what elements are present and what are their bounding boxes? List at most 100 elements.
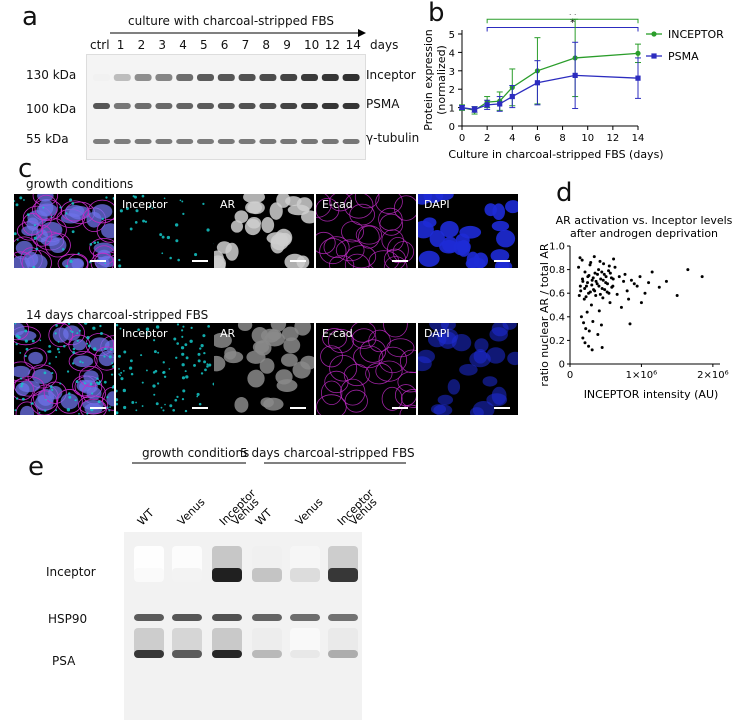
inceptor-puncta	[55, 355, 58, 358]
panel-a-band	[113, 139, 131, 144]
nucleus	[490, 249, 510, 263]
d-x-tick-label: 2×10⁶	[697, 370, 728, 381]
inceptor-puncta	[161, 252, 164, 255]
nucleus	[474, 338, 489, 353]
nucleus	[35, 394, 54, 412]
nucleus	[225, 242, 239, 261]
d-point	[619, 305, 623, 309]
d-point	[594, 279, 598, 283]
b-x-tick-label: 10	[581, 133, 594, 144]
d-point	[599, 277, 603, 281]
micrograph-image	[118, 194, 216, 268]
micrograph-image	[116, 323, 216, 415]
panel-a-arrow	[110, 29, 366, 37]
b-x-tick-label: 0	[459, 133, 465, 144]
membrane	[329, 194, 352, 212]
nucleus	[505, 200, 518, 214]
nucleus	[502, 323, 517, 330]
panel-e-row-inceptor: Inceptor	[46, 565, 96, 579]
micrograph-inceptor: Inceptor	[116, 323, 216, 415]
inceptor-puncta	[181, 363, 185, 367]
inceptor-puncta	[20, 384, 23, 388]
panel-c-letter: c	[18, 154, 33, 184]
inceptor-puncta	[134, 221, 138, 224]
micrograph-channel-label: E-cad	[322, 327, 353, 340]
inceptor-puncta	[109, 406, 111, 408]
d-y-tick-label: 0.4	[549, 312, 565, 323]
inceptor-puncta	[112, 365, 114, 368]
d-point	[580, 258, 584, 262]
inceptor-puncta	[50, 216, 53, 218]
inceptor-puncta	[66, 408, 71, 412]
inceptor-puncta	[181, 352, 185, 356]
inceptor-puncta	[174, 398, 178, 402]
nucleus	[214, 257, 226, 268]
panel-a-lane-label: 3	[158, 38, 167, 52]
inceptor-puncta	[61, 248, 65, 251]
nucleus	[280, 353, 298, 367]
membrane	[349, 203, 375, 226]
inceptor-puncta	[32, 265, 36, 268]
panel-a-band	[238, 74, 256, 81]
inceptor-puncta	[89, 382, 93, 386]
membrane	[320, 380, 343, 406]
d-y-tick-label: 0.6	[549, 289, 565, 300]
membrane	[350, 323, 376, 343]
inceptor-puncta	[117, 354, 121, 358]
inceptor-puncta	[173, 337, 177, 341]
d-title: after androgen deprivation	[570, 227, 718, 240]
membrane	[344, 253, 370, 268]
inceptor-puncta	[176, 323, 180, 326]
nucleus	[489, 327, 508, 342]
inceptor-puncta	[206, 363, 209, 366]
membrane	[94, 346, 114, 371]
inceptor-puncta	[59, 206, 62, 209]
nucleus	[260, 397, 274, 408]
d-point	[590, 283, 594, 287]
inceptor-puncta	[75, 380, 79, 384]
inceptor-puncta	[184, 343, 188, 347]
membrane	[22, 213, 44, 236]
b-significance-label: *	[570, 18, 575, 29]
membrane	[14, 361, 35, 382]
d-point	[686, 268, 690, 272]
panel-a-band	[217, 74, 235, 81]
panel-a-band	[113, 74, 131, 81]
scale-bar	[90, 407, 106, 409]
d-point	[581, 279, 585, 283]
membrane	[322, 328, 347, 349]
b-x-tick-label: 8	[559, 133, 565, 144]
membrane	[399, 404, 416, 415]
panel-e-blot	[124, 532, 362, 720]
inceptor-puncta	[77, 252, 80, 255]
panel-a-band	[342, 139, 360, 144]
inceptor-puncta	[93, 241, 97, 245]
b-x-label: Culture in charcoal-stripped FBS (days)	[448, 148, 663, 161]
panel-e-row-psa: PSA	[52, 654, 76, 668]
membrane	[383, 248, 407, 268]
inceptor-puncta	[97, 400, 101, 404]
panel-a-lane-label: 1	[116, 38, 125, 52]
panel-a-band	[93, 103, 110, 109]
d-point	[596, 272, 599, 276]
inceptor-puncta	[76, 339, 79, 342]
inceptor-puncta	[168, 368, 171, 370]
panel-a-band	[259, 139, 277, 144]
inceptor-puncta	[66, 370, 70, 373]
d-point	[597, 284, 601, 288]
d-point	[577, 265, 581, 269]
b-legend-marker	[651, 31, 657, 37]
panel-a-band	[155, 139, 173, 144]
inceptor-puncta	[202, 334, 206, 338]
nucleus	[14, 365, 31, 378]
inceptor-puncta	[89, 242, 93, 246]
nucleus	[98, 350, 114, 367]
micrograph-ar: AR	[214, 323, 314, 415]
panel-e-band	[212, 614, 242, 621]
inceptor-puncta	[78, 329, 81, 332]
inceptor-puncta	[153, 350, 157, 354]
nucleus	[237, 323, 253, 332]
nucleus	[486, 347, 506, 364]
inceptor-puncta	[71, 230, 75, 234]
